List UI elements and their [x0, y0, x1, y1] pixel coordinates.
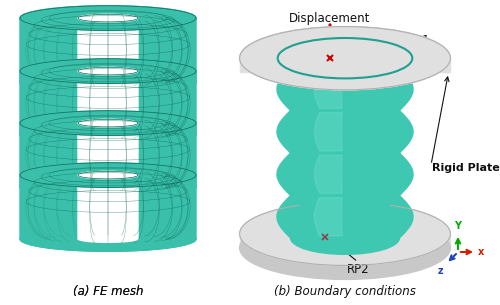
Ellipse shape	[290, 137, 400, 169]
Ellipse shape	[20, 163, 196, 187]
Text: (a) FE mesh: (a) FE mesh	[73, 285, 144, 299]
Polygon shape	[240, 234, 450, 248]
Ellipse shape	[290, 94, 400, 127]
Ellipse shape	[290, 94, 400, 127]
Polygon shape	[277, 196, 413, 238]
Ellipse shape	[78, 171, 138, 179]
Ellipse shape	[20, 6, 196, 30]
Ellipse shape	[290, 179, 400, 212]
Ellipse shape	[290, 52, 400, 84]
Ellipse shape	[240, 27, 450, 90]
Polygon shape	[20, 175, 196, 251]
Ellipse shape	[20, 70, 196, 94]
Polygon shape	[20, 71, 196, 147]
Ellipse shape	[78, 67, 138, 75]
Ellipse shape	[20, 163, 196, 187]
Polygon shape	[20, 18, 196, 94]
Ellipse shape	[20, 174, 196, 199]
Ellipse shape	[78, 131, 138, 139]
Text: Y: Y	[454, 221, 462, 231]
Text: Displacement: Displacement	[290, 12, 370, 25]
Polygon shape	[78, 123, 138, 190]
Polygon shape	[78, 175, 138, 242]
Ellipse shape	[78, 67, 138, 75]
Polygon shape	[314, 198, 342, 236]
Ellipse shape	[240, 202, 450, 265]
Polygon shape	[277, 68, 413, 110]
Ellipse shape	[290, 179, 400, 212]
Ellipse shape	[78, 78, 138, 86]
Text: RP1: RP1	[408, 34, 430, 46]
Ellipse shape	[290, 137, 400, 169]
Polygon shape	[314, 70, 342, 108]
Polygon shape	[314, 155, 342, 193]
Ellipse shape	[20, 6, 196, 30]
Polygon shape	[20, 123, 196, 199]
Polygon shape	[277, 153, 413, 196]
Text: z: z	[438, 266, 444, 276]
Ellipse shape	[20, 123, 196, 147]
Polygon shape	[78, 18, 138, 85]
Text: RP2: RP2	[346, 263, 370, 276]
Text: (a) FE mesh: (a) FE mesh	[73, 285, 144, 299]
Polygon shape	[78, 71, 138, 138]
Ellipse shape	[20, 59, 196, 84]
Polygon shape	[240, 58, 450, 72]
Polygon shape	[277, 110, 413, 153]
Ellipse shape	[78, 14, 138, 22]
Ellipse shape	[20, 111, 196, 135]
Ellipse shape	[240, 27, 450, 90]
Ellipse shape	[78, 119, 138, 127]
Ellipse shape	[290, 222, 400, 254]
Ellipse shape	[78, 14, 138, 22]
Ellipse shape	[78, 183, 138, 191]
Ellipse shape	[20, 111, 196, 135]
Ellipse shape	[20, 227, 196, 251]
Text: x: x	[478, 247, 484, 257]
Ellipse shape	[78, 235, 138, 243]
Ellipse shape	[240, 216, 450, 279]
Text: Rigid Plates: Rigid Plates	[432, 163, 500, 173]
Polygon shape	[314, 113, 342, 151]
Ellipse shape	[78, 171, 138, 179]
Text: (b) Boundary conditions: (b) Boundary conditions	[274, 285, 416, 299]
Ellipse shape	[78, 119, 138, 127]
Ellipse shape	[20, 59, 196, 84]
